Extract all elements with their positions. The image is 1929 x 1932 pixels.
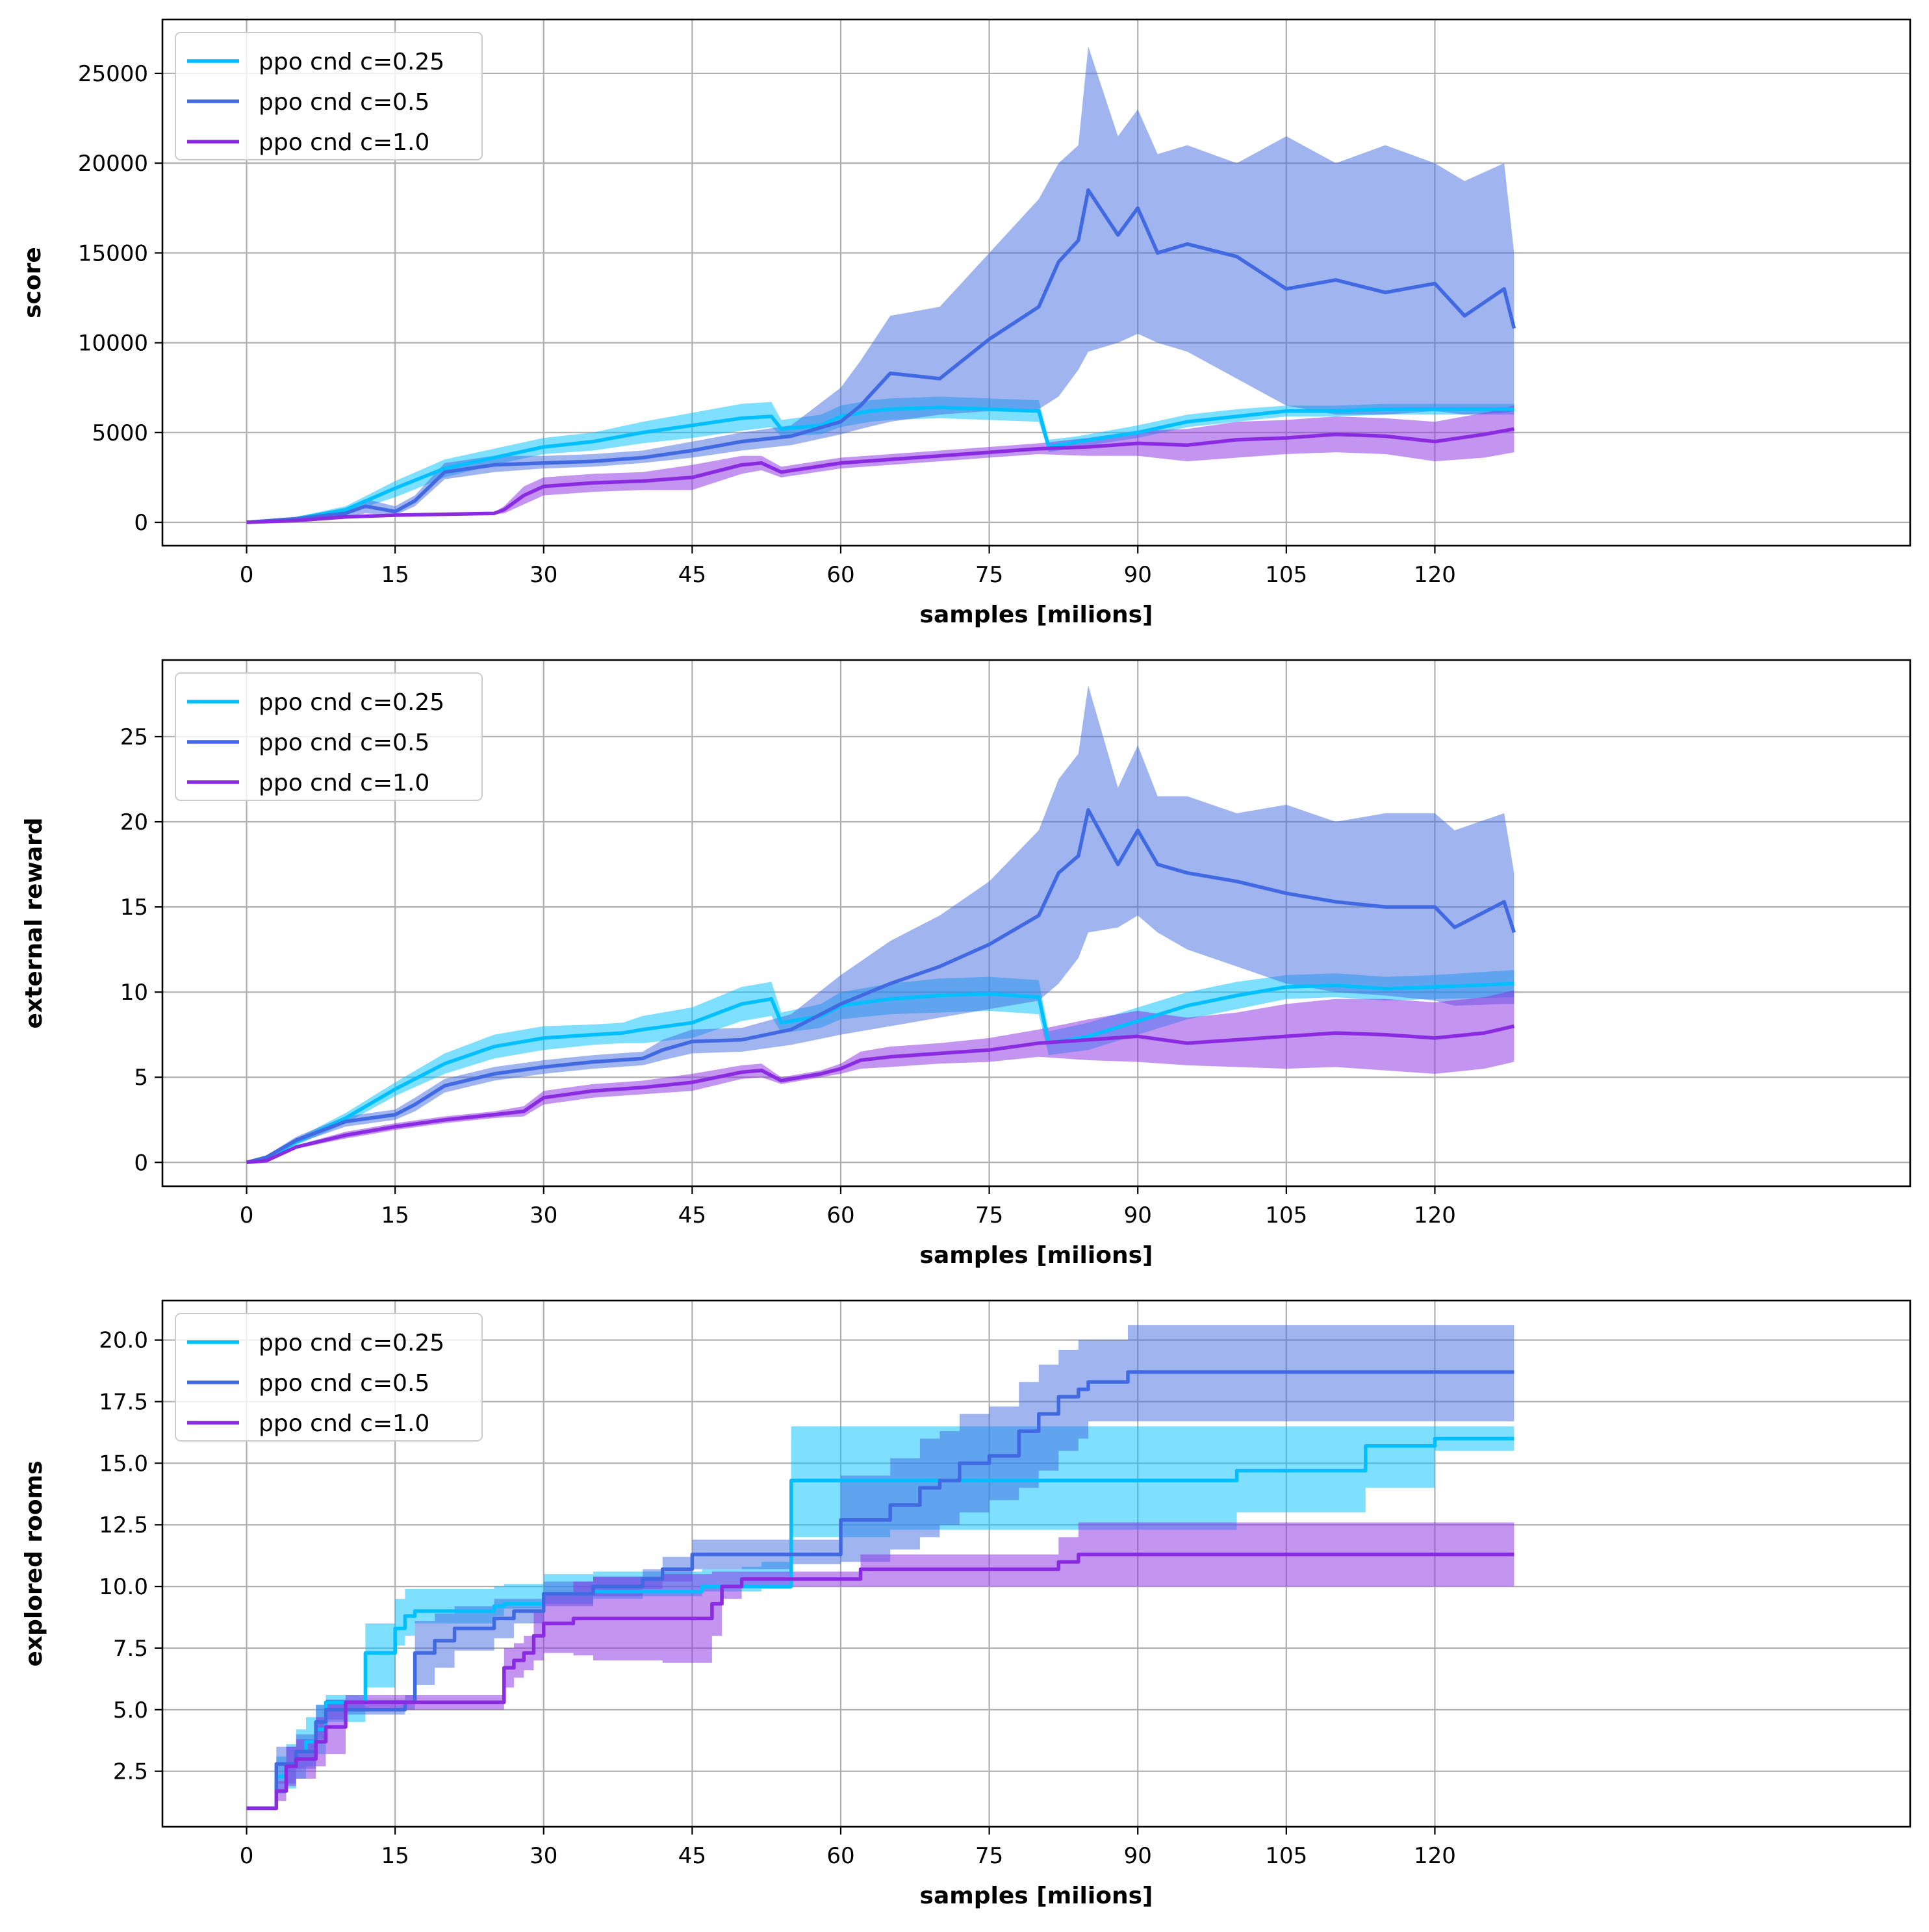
legend-label: ppo cnd c=0.5 — [259, 89, 429, 116]
y-tick-label: 20 — [120, 809, 148, 835]
x-tick-label: 30 — [530, 562, 557, 588]
legend-label: ppo cnd c=0.5 — [259, 730, 429, 756]
y-tick-label: 12.5 — [99, 1512, 148, 1538]
axes-frame — [161, 18, 1911, 547]
legend: ppo cnd c=0.25 ppo cnd c=0.5 ppo cnd c=1.0 — [175, 1313, 483, 1442]
y-tick-label: 25 — [120, 724, 148, 750]
line-series-2 — [246, 1553, 1514, 1811]
axes-frame — [161, 1299, 1911, 1828]
x-tick-label: 60 — [826, 1843, 854, 1869]
y-tick-label: 10 — [120, 980, 148, 1006]
line-series-1 — [246, 807, 1516, 1164]
x-tick-label: 0 — [240, 1843, 254, 1869]
legend-box — [175, 1313, 483, 1442]
legend-label: ppo cnd c=0.25 — [259, 1330, 444, 1356]
band-series-2 — [246, 405, 1514, 523]
line-series-2 — [246, 427, 1514, 524]
axes-frame — [161, 659, 1911, 1188]
x-tick-label: 30 — [530, 1202, 557, 1228]
y-tick-label: 20000 — [78, 151, 148, 177]
x-tick-label: 30 — [530, 1843, 557, 1869]
legend-label: ppo cnd c=1.0 — [259, 129, 429, 156]
x-tick-label: 105 — [1265, 1843, 1307, 1869]
y-axis-label: external reward — [21, 817, 47, 1028]
band-series-0 — [246, 1426, 1514, 1809]
x-tick-label: 60 — [826, 1202, 854, 1228]
y-tick-label: 2.5 — [113, 1759, 148, 1785]
x-tick-label: 0 — [240, 1202, 254, 1228]
x-tick-label: 105 — [1265, 562, 1307, 588]
legend-label: ppo cnd c=1.0 — [259, 770, 429, 796]
y-tick-label: 0 — [134, 1150, 148, 1176]
line-series-0 — [246, 405, 1514, 524]
x-tick-label: 120 — [1414, 1202, 1456, 1228]
chart-panel-explored-rooms: 0 15 30 45 60 75 90 105 120 2.5 5.0 7.5 10.0 12.5 15.0… — [21, 1299, 1911, 1909]
plot-area — [246, 1325, 1514, 1811]
y-tick-label: 25000 — [78, 61, 148, 87]
y-tick-label: 0 — [134, 510, 148, 536]
y-tick-label: 15.0 — [99, 1451, 148, 1477]
band-series-2 — [246, 990, 1514, 1163]
y-tick-label: 20.0 — [99, 1328, 148, 1354]
x-tick-label: 0 — [240, 562, 254, 588]
band-series-1 — [246, 685, 1514, 1163]
y-tick-label: 5.0 — [113, 1697, 148, 1723]
legend-box — [175, 672, 483, 801]
x-axis-label: samples [milions] — [920, 1242, 1153, 1269]
y-axis-label: explored rooms — [21, 1460, 47, 1666]
legend: ppo cnd c=0.25 ppo cnd c=0.5 ppo cnd c=1.0 — [175, 32, 483, 160]
x-tick-label: 90 — [1124, 562, 1152, 588]
legend-label: ppo cnd c=0.25 — [259, 689, 444, 716]
x-tick-label: 45 — [678, 1202, 706, 1228]
chart-panel-external-reward: 0 15 30 45 60 75 90 105 120 0 5 10 15 20 25 samples [mi… — [21, 659, 1911, 1269]
line-series-1 — [246, 188, 1516, 524]
y-tick-label: 5000 — [92, 420, 148, 446]
x-tick-label: 75 — [975, 1843, 1003, 1869]
x-tick-label: 15 — [381, 562, 409, 588]
legend: ppo cnd c=0.25 ppo cnd c=0.5 ppo cnd c=1.0 — [175, 672, 483, 801]
x-tick-label: 60 — [826, 562, 854, 588]
line-series-2 — [246, 1024, 1515, 1165]
x-tick-label: 90 — [1124, 1202, 1152, 1228]
x-tick-label: 15 — [381, 1202, 409, 1228]
x-axis-label: samples [milions] — [920, 602, 1153, 628]
legend-box — [175, 32, 483, 160]
x-tick-label: 75 — [975, 1202, 1003, 1228]
band-series-1 — [246, 46, 1514, 523]
chart-panel-score: 0 15 30 45 60 75 90 105 120 0 5000 10000 15000 20000 2… — [19, 18, 1911, 628]
y-tick-label: 5 — [134, 1065, 148, 1091]
legend-label: ppo cnd c=0.5 — [259, 1370, 429, 1397]
plot-area — [246, 685, 1516, 1165]
x-axis-label: samples [milions] — [920, 1883, 1153, 1909]
legend-label: ppo cnd c=0.25 — [259, 49, 444, 75]
y-tick-label: 10000 — [78, 331, 148, 357]
x-tick-label: 45 — [678, 562, 706, 588]
x-tick-label: 45 — [678, 1843, 706, 1869]
x-tick-label: 120 — [1414, 562, 1456, 588]
y-axis-label: score — [19, 247, 46, 318]
x-tick-label: 120 — [1414, 1843, 1456, 1869]
x-tick-label: 105 — [1265, 1202, 1307, 1228]
y-tick-label: 10.0 — [99, 1574, 148, 1600]
y-tick-label: 17.5 — [99, 1390, 148, 1416]
y-tick-label: 15 — [120, 895, 148, 921]
plot-area — [246, 46, 1516, 524]
x-tick-label: 90 — [1124, 1843, 1152, 1869]
y-tick-label: 7.5 — [113, 1636, 148, 1662]
y-tick-label: 15000 — [78, 240, 148, 266]
x-tick-label: 15 — [381, 1843, 409, 1869]
x-tick-label: 75 — [975, 562, 1003, 588]
legend-label: ppo cnd c=1.0 — [259, 1410, 429, 1437]
